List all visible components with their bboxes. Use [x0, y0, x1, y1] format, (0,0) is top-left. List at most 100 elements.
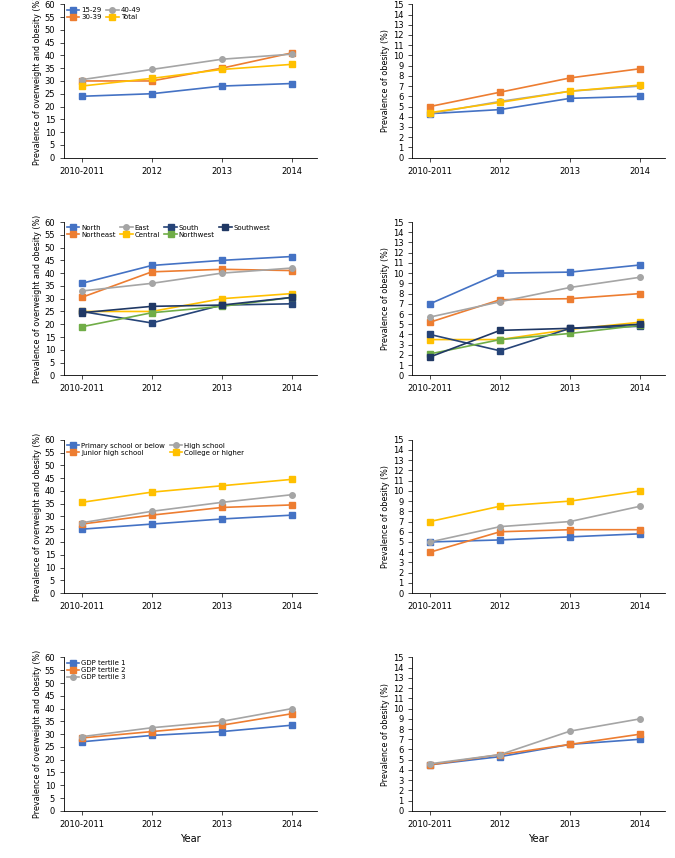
East	[288, 263, 296, 273]
Line: Northeast: Northeast	[427, 291, 643, 325]
Line: GDP tertile 2: GDP tertile 2	[427, 731, 643, 768]
College or higher	[78, 498, 86, 508]
Line: South: South	[79, 301, 295, 326]
Line: Primary school or below: Primary school or below	[427, 531, 643, 545]
15-29	[78, 91, 86, 101]
GDP tertile 2	[78, 733, 86, 743]
Total	[637, 80, 645, 90]
GDP tertile 3	[218, 716, 226, 727]
GDP tertile 2	[566, 740, 574, 750]
15-29	[566, 94, 574, 104]
Junior high school	[637, 524, 645, 535]
Line: High school: High school	[79, 492, 295, 526]
South	[496, 346, 504, 356]
Central	[288, 288, 296, 299]
Line: Northwest: Northwest	[427, 323, 643, 357]
North	[218, 255, 226, 265]
High school	[78, 517, 86, 528]
Northeast	[148, 267, 156, 277]
Primary school or below	[78, 524, 86, 535]
Legend: Primary school or below, Junior high school, High school, College or higher: Primary school or below, Junior high sch…	[65, 441, 246, 457]
Northeast	[496, 294, 504, 305]
30-39	[566, 73, 574, 83]
College or higher	[566, 496, 574, 506]
South	[78, 306, 86, 317]
GDP tertile 2	[288, 709, 296, 719]
GDP tertile 2	[637, 729, 645, 740]
Total	[78, 81, 86, 91]
Northeast	[218, 264, 226, 275]
Northeast	[288, 265, 296, 275]
East	[148, 278, 156, 288]
Line: Total: Total	[427, 82, 643, 116]
North	[426, 299, 434, 309]
Line: College or higher: College or higher	[79, 476, 295, 505]
Line: 30-39: 30-39	[79, 50, 295, 84]
GDP tertile 1	[426, 759, 434, 770]
Line: Junior high school: Junior high school	[79, 502, 295, 527]
Northeast	[637, 288, 645, 299]
South	[288, 299, 296, 309]
15-29	[496, 105, 504, 115]
Southwest	[288, 293, 296, 303]
Y-axis label: Prevalence of obesity (%): Prevalence of obesity (%)	[381, 29, 390, 132]
Primary school or below	[218, 514, 226, 524]
North	[566, 267, 574, 277]
Junior high school	[496, 527, 504, 537]
Line: East: East	[427, 275, 643, 320]
High school	[637, 501, 645, 511]
Line: Northwest: Northwest	[79, 294, 295, 329]
Legend: North, Northeast, East, Central, South, Northwest, Southwest: North, Northeast, East, Central, South, …	[65, 223, 272, 239]
East	[218, 268, 226, 278]
Line: 30-39: 30-39	[427, 66, 643, 109]
North	[288, 251, 296, 262]
Primary school or below	[148, 519, 156, 529]
Line: High school: High school	[427, 504, 643, 545]
North	[148, 260, 156, 270]
GDP tertile 1	[218, 727, 226, 737]
Line: East: East	[79, 265, 295, 293]
GDP tertile 1	[288, 720, 296, 730]
GDP tertile 1	[496, 752, 504, 762]
Southwest	[148, 301, 156, 311]
30-39	[496, 87, 504, 97]
Central	[78, 306, 86, 317]
Y-axis label: Prevalence of overweight and obesity (%): Prevalence of overweight and obesity (%)	[32, 214, 42, 383]
Line: GDP tertile 3: GDP tertile 3	[79, 706, 295, 740]
Central	[218, 293, 226, 304]
College or higher	[148, 487, 156, 498]
15-29	[218, 81, 226, 91]
Legend: GDP tertile 1, GDP tertile 2, GDP tertile 3: GDP tertile 1, GDP tertile 2, GDP tertil…	[65, 659, 128, 682]
Total	[566, 86, 574, 96]
Northwest	[496, 335, 504, 345]
Total	[218, 64, 226, 75]
Junior high school	[288, 499, 296, 510]
Southwest	[218, 300, 226, 311]
40-49	[148, 64, 156, 75]
Line: Central: Central	[79, 291, 295, 314]
X-axis label: Year: Year	[529, 834, 549, 844]
North	[496, 268, 504, 278]
South	[566, 323, 574, 334]
Y-axis label: Prevalence of obesity (%): Prevalence of obesity (%)	[381, 683, 390, 786]
X-axis label: Year: Year	[180, 834, 200, 844]
40-49	[496, 96, 504, 106]
15-29	[288, 78, 296, 88]
GDP tertile 2	[496, 749, 504, 759]
GDP tertile 3	[426, 758, 434, 769]
South	[426, 329, 434, 340]
Line: College or higher: College or higher	[427, 488, 643, 524]
GDP tertile 3	[78, 732, 86, 742]
Total	[426, 107, 434, 118]
Total	[288, 59, 296, 69]
College or higher	[288, 474, 296, 485]
East	[78, 286, 86, 296]
Y-axis label: Prevalence of overweight and obesity (%): Prevalence of overweight and obesity (%)	[32, 650, 42, 819]
East	[637, 272, 645, 282]
Junior high school	[148, 510, 156, 520]
15-29	[426, 108, 434, 118]
Primary school or below	[496, 535, 504, 545]
College or higher	[496, 501, 504, 511]
College or higher	[218, 480, 226, 491]
Northwest	[426, 348, 434, 359]
